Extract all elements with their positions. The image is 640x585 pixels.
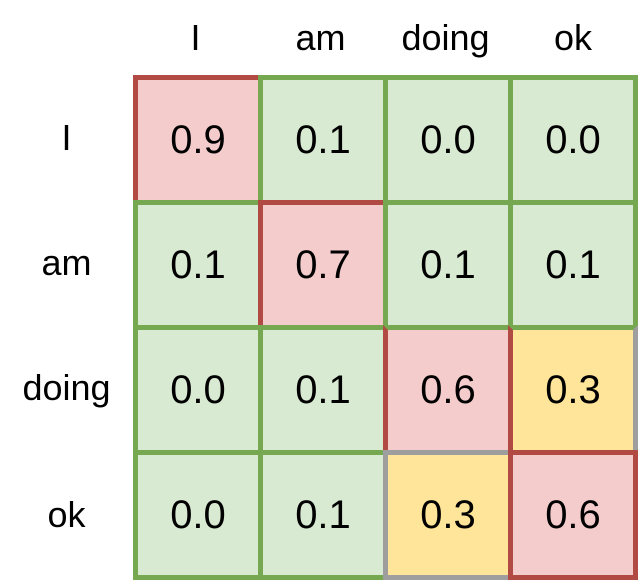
cell-value: 0.7 xyxy=(295,243,351,287)
matrix-cell-am-am: 0.7 xyxy=(258,200,383,325)
cell-value: 0.0 xyxy=(420,118,476,162)
cell-value: 0.6 xyxy=(545,493,601,537)
cell-value: 0.9 xyxy=(170,118,226,162)
cell-value: 0.1 xyxy=(295,118,351,162)
matrix-cell-doing-am: 0.1 xyxy=(258,325,383,450)
matrix-cell-ok-i: 0.0 xyxy=(133,450,258,580)
matrix-cell-ok-ok: 0.6 xyxy=(508,450,638,580)
matrix-cell-i-i: 0.9 xyxy=(133,75,258,200)
row-headers: I am doing ok xyxy=(0,75,133,580)
matrix-cell-doing-doing: 0.6 xyxy=(383,325,508,450)
matrix-cell-am-i: 0.1 xyxy=(133,200,258,325)
cell-value: 0.1 xyxy=(170,243,226,287)
cell-value: 0.1 xyxy=(545,243,601,287)
col-header-am: am xyxy=(295,17,346,58)
cell-value: 0.6 xyxy=(420,368,476,412)
cell-value: 0.1 xyxy=(295,368,351,412)
cell-value: 0.0 xyxy=(170,493,226,537)
matrix-cell-am-doing: 0.1 xyxy=(383,200,508,325)
col-header-i: I xyxy=(190,17,201,58)
column-headers: I am doing ok xyxy=(133,0,638,70)
cell-value: 0.1 xyxy=(295,493,351,537)
row-header-am: am xyxy=(41,241,92,283)
matrix-cell-i-ok: 0.0 xyxy=(508,75,638,200)
cell-value: 0.0 xyxy=(545,118,601,162)
row-header-i: I xyxy=(61,116,72,158)
row-header-doing: doing xyxy=(22,366,111,408)
row-header-ok: ok xyxy=(47,494,86,535)
matrix-cell-i-doing: 0.0 xyxy=(383,75,508,200)
matrix-cell-doing-ok: 0.3 xyxy=(508,325,638,450)
col-header-doing: doing xyxy=(401,17,490,58)
matrix-cell-am-ok: 0.1 xyxy=(508,200,638,325)
probability-matrix: 0.9 0.1 0.0 0.0 0.1 0.7 0.1 0.1 0.0 0.1 … xyxy=(133,75,638,580)
cell-value: 0.0 xyxy=(170,368,226,412)
cell-value: 0.3 xyxy=(420,493,476,537)
cell-value: 0.3 xyxy=(545,368,601,412)
matrix-cell-i-am: 0.1 xyxy=(258,75,383,200)
matrix-cell-ok-am: 0.1 xyxy=(258,450,383,580)
cell-value: 0.1 xyxy=(420,243,476,287)
matrix-cell-doing-i: 0.0 xyxy=(133,325,258,450)
matrix-cell-ok-doing: 0.3 xyxy=(383,450,508,580)
col-header-ok: ok xyxy=(553,17,593,58)
